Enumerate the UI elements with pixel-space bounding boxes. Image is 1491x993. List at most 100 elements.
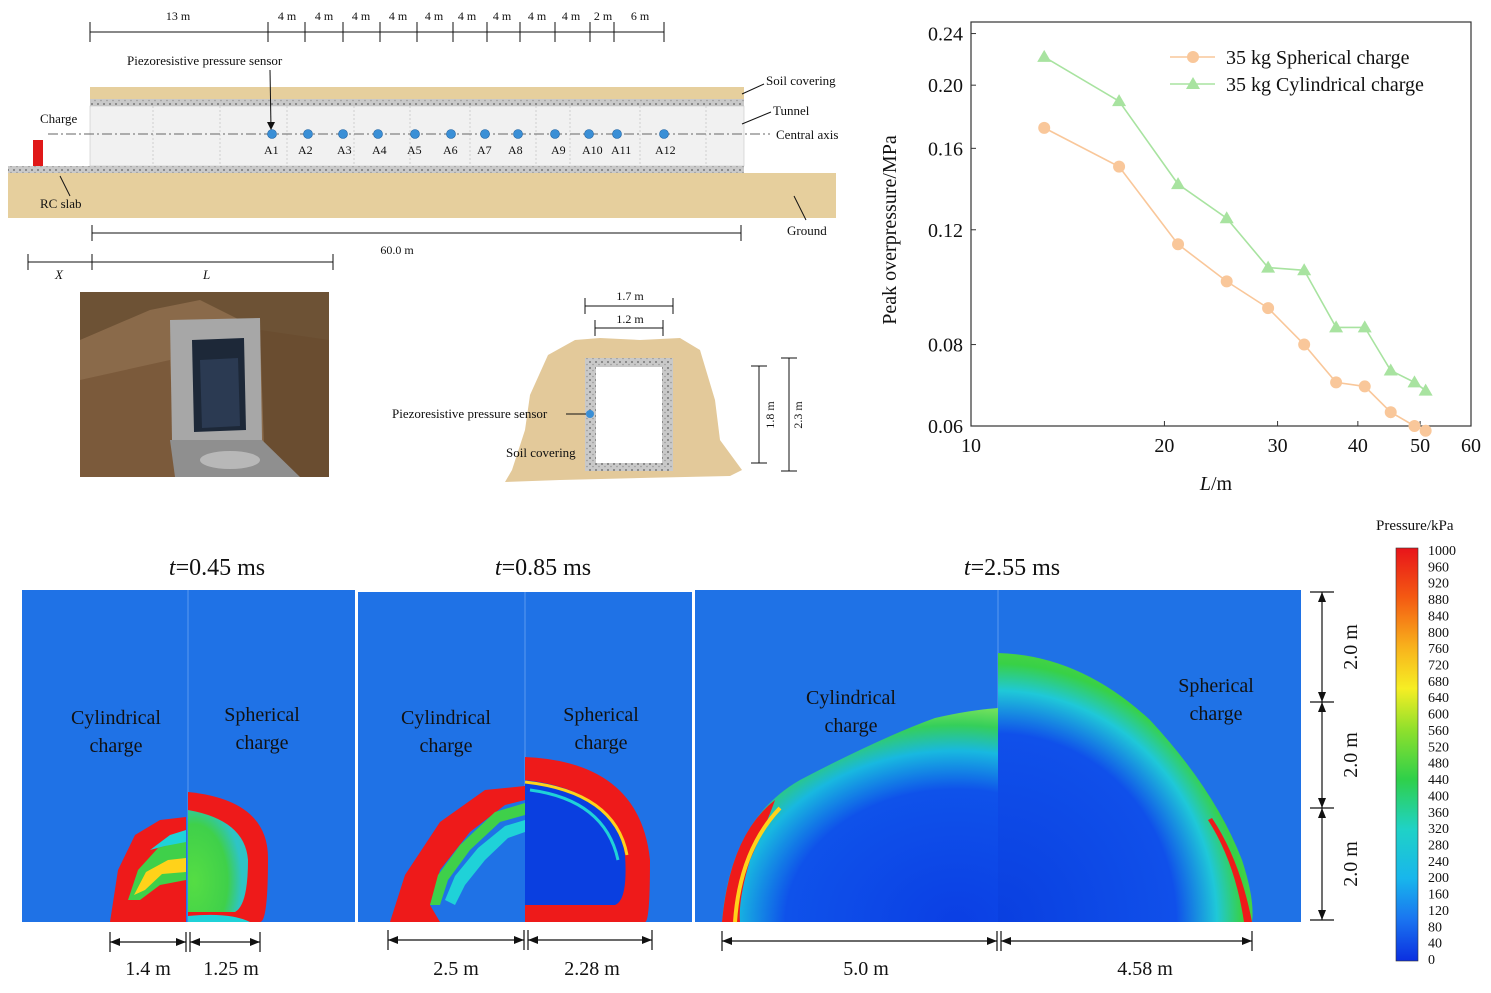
- seg-label: 4 m: [389, 9, 408, 23]
- colorbar-tick-label: 160: [1428, 888, 1449, 903]
- legend-label: 35 kg Cylindrical charge: [1226, 74, 1424, 96]
- dim-label: 1.4 m: [125, 958, 171, 980]
- colorbar-tick-label: 1000: [1428, 544, 1456, 559]
- colorbar-tick-label: 840: [1428, 609, 1449, 624]
- dim-label: 1.25 m: [203, 958, 259, 980]
- sensor-label: A12: [655, 143, 676, 157]
- cylindrical-label: charge: [825, 715, 878, 737]
- colorbar-tick-label: 520: [1428, 740, 1449, 755]
- height-dim-label: 2.0 m: [1340, 841, 1362, 887]
- colorbar-tick-label: 200: [1428, 871, 1449, 886]
- x-tick-label: 50: [1410, 435, 1430, 457]
- data-point-cylindrical: [1171, 177, 1186, 190]
- section-width-inner: 1.2 m: [616, 312, 644, 326]
- data-point-spherical: [1172, 238, 1185, 251]
- sensor-label: A1: [264, 143, 279, 157]
- colorbar-tick-label: 360: [1428, 806, 1449, 821]
- colorbar-tick-label: 720: [1428, 659, 1449, 674]
- section-width-outer: 1.7 m: [616, 289, 644, 303]
- y-tick-label: 0.08: [928, 335, 963, 357]
- dim-label: 4.58 m: [1117, 958, 1173, 980]
- cylindrical-label: Cylindrical: [806, 687, 896, 709]
- data-point-cylindrical: [1112, 94, 1127, 107]
- pressure-colorbar: Pressure/kPa 100096092088084080076072068…: [1376, 518, 1456, 968]
- tunnel-floor: [8, 166, 744, 173]
- data-point-spherical: [1038, 121, 1051, 134]
- colorbar-tick-label: 560: [1428, 724, 1449, 739]
- rc-slab-label: RC slab: [40, 196, 82, 211]
- sensor-markers: [267, 129, 669, 139]
- x-axis-label: L/m: [1199, 473, 1233, 495]
- section-height-outer: 2.3 m: [791, 401, 805, 429]
- y-tick-label: 0.24: [928, 24, 963, 46]
- seg-label: 4 m: [278, 9, 297, 23]
- data-point-cylindrical: [1357, 320, 1372, 333]
- seg-label: 4 m: [493, 9, 512, 23]
- sensor-label: A6: [443, 143, 458, 157]
- data-point-cylindrical: [1037, 49, 1052, 62]
- colorbar-tick-label: 760: [1428, 642, 1449, 657]
- x-tick-label: 20: [1154, 435, 1174, 457]
- data-point-spherical: [1298, 338, 1311, 351]
- colorbar-tick-label: 480: [1428, 757, 1449, 772]
- dim-label: 2.5 m: [433, 958, 479, 980]
- time-label: t=0.45 ms: [169, 555, 265, 581]
- colorbar-tick-label: 680: [1428, 675, 1449, 690]
- spherical-label: Spherical: [1178, 675, 1254, 697]
- piezo-label: Piezoresistive pressure sensor: [127, 53, 283, 68]
- sensor-label: A11: [611, 143, 631, 157]
- x-tick-label: 30: [1268, 435, 1288, 457]
- tunnel-roof: [90, 99, 744, 106]
- y-tick-label: 0.06: [928, 416, 963, 438]
- colorbar-tick-label: 40: [1428, 937, 1442, 952]
- section-sensor-label: Piezoresistive pressure sensor: [392, 406, 548, 421]
- colorbar-tick-label: 800: [1428, 626, 1449, 641]
- time-label: t=2.55 ms: [964, 555, 1060, 581]
- x-tick-label: 40: [1348, 435, 1368, 457]
- x-tick-label: 10: [961, 435, 981, 457]
- tunnel-layout-diagram: 13 m 4 m 4 m 4 m 4 m 4 m 4 m 4 m 4 m 4 m…: [8, 9, 838, 282]
- dim-label: 2.28 m: [564, 958, 620, 980]
- spherical-label: Spherical: [563, 704, 639, 726]
- cylindrical-label: Cylindrical: [401, 707, 491, 729]
- sensor-label: A10: [582, 143, 603, 157]
- tunnel-label: Tunnel: [773, 103, 810, 118]
- colorbar-title: Pressure/kPa: [1376, 518, 1454, 534]
- l-label: L: [202, 267, 210, 282]
- data-point-cylindrical: [1418, 383, 1433, 396]
- seg-label: 4 m: [458, 9, 477, 23]
- colorbar-tick-label: 240: [1428, 855, 1449, 870]
- seg-label: 13 m: [166, 9, 191, 23]
- data-point-spherical: [1384, 406, 1397, 419]
- colorbar-tick-label: 320: [1428, 822, 1449, 837]
- colorbar-tick-label: 400: [1428, 789, 1449, 804]
- colorbar-tick-label: 0: [1428, 953, 1435, 968]
- plot-frame: [970, 21, 1472, 427]
- data-point-cylindrical: [1297, 263, 1312, 276]
- sensor-label: A8: [508, 143, 523, 157]
- data-point-spherical: [1330, 376, 1343, 389]
- data-point-cylindrical: [1383, 363, 1398, 376]
- tunnel-cross-section: 1.7 m 1.2 m 1.8 m 2.3 m Piezoresistive p…: [392, 289, 805, 482]
- sensor-label: A5: [407, 143, 422, 157]
- data-point-spherical: [1419, 424, 1432, 437]
- data-point-cylindrical: [1407, 375, 1422, 388]
- data-point-cylindrical: [1329, 320, 1344, 333]
- overpressure-chart: 10 20 30 40 50 60 0.06 0.08 0.12 0.16 0.20 0.24 Pea…: [879, 21, 1481, 495]
- colorbar-tick-label: 280: [1428, 838, 1449, 853]
- cylindrical-label: charge: [90, 735, 143, 757]
- data-point-spherical: [1113, 160, 1126, 173]
- cylindrical-label: charge: [420, 735, 473, 757]
- section-height-inner: 1.8 m: [763, 401, 777, 429]
- sensor-label: A3: [337, 143, 352, 157]
- spherical-label: charge: [1190, 703, 1243, 725]
- height-dim-label: 2.0 m: [1340, 732, 1362, 778]
- sim-panel-2: t=0.85 ms Cylindrical charge Spherical c…: [358, 555, 692, 980]
- soil-covering-label: Soil covering: [766, 73, 836, 88]
- data-point-spherical: [1262, 302, 1275, 315]
- tunnel-photo: [80, 292, 329, 477]
- y-tick-label: 0.16: [928, 138, 963, 160]
- legend-circle-marker: [1187, 51, 1199, 63]
- seg-label: 4 m: [352, 9, 371, 23]
